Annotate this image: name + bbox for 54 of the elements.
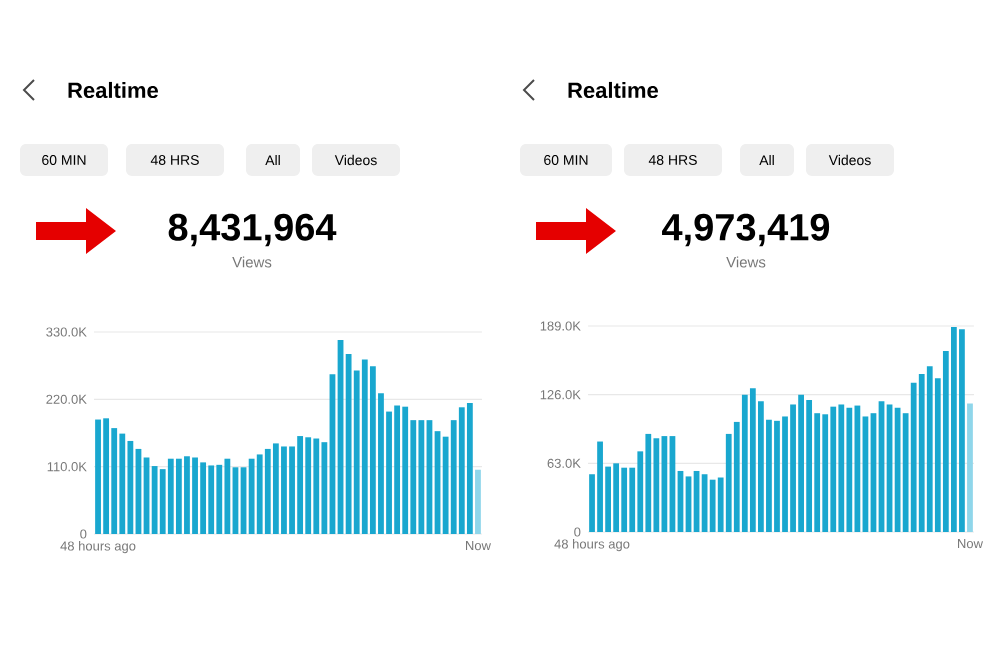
bar [264,448,271,534]
chart-subtitle: 4,973,419 [662,213,830,247]
bar [749,388,756,532]
bar [926,366,933,532]
bar [184,456,190,534]
bar [709,479,716,532]
bar [910,382,917,532]
bar [200,462,207,534]
bar [621,467,628,532]
bar [774,420,780,532]
bar [127,440,134,534]
bar [119,433,126,534]
bar [951,327,957,532]
bar [967,403,973,532]
bar [466,403,473,534]
bar [854,405,861,532]
bar [248,458,255,534]
bar [103,418,110,534]
bar [597,441,603,532]
bar [175,458,182,534]
chart-title: Realtime [68,81,159,99]
bar [806,400,813,532]
bar [167,458,174,534]
bar [475,469,481,534]
bar [838,404,845,532]
bar [313,438,320,534]
bar [305,437,312,534]
bar [256,454,263,534]
bar [822,414,829,532]
bar [192,457,198,534]
bar [741,394,748,532]
bar [959,329,965,532]
bar [613,463,620,532]
bar [918,373,925,532]
bar [369,366,376,534]
bar [95,419,101,534]
bar [846,407,853,532]
bar [281,446,287,534]
bar [402,406,409,534]
chart-title: Realtime [568,81,659,99]
bar [224,458,231,534]
bar [216,464,223,534]
bar [653,438,660,532]
bar [272,443,279,534]
bar [458,407,465,534]
bar [297,436,304,534]
chart-subtitle: 8,431,964 [168,213,337,247]
bar [394,405,401,534]
bar [798,394,804,532]
bar [645,433,652,532]
bar [361,359,368,534]
bar [208,465,215,534]
bar [418,420,425,534]
bar [830,406,837,532]
